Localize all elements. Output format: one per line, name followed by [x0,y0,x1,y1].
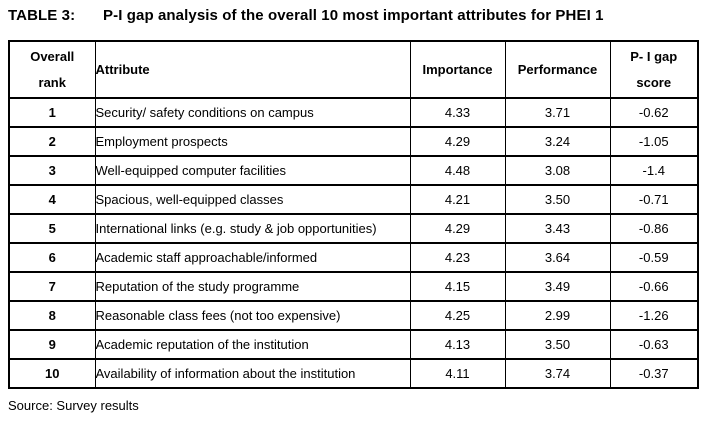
table-caption-text: P-I gap analysis of the overall 10 most … [103,7,604,24]
cell-attribute: Academic reputation of the institution [94,329,411,360]
cell-performance: 3.08 [504,155,611,186]
header-row: Overall rank Attribute Importance Perfor… [8,40,699,99]
cell-attribute: Reputation of the study programme [94,271,411,302]
cell-performance: 3.50 [504,184,611,215]
cell-gap: -0.71 [609,184,699,215]
table-row: 4 Spacious, well-equipped classes 4.21 3… [8,184,699,215]
cell-attribute: International links (e.g. study & job op… [94,213,411,244]
column-header-performance: Performance [504,40,611,99]
cell-rank: 5 [8,213,96,244]
cell-rank: 7 [8,271,96,302]
cell-importance: 4.33 [409,97,506,128]
cell-rank: 1 [8,97,96,128]
source-note: Source: Survey results [8,398,139,413]
cell-gap: -0.86 [609,213,699,244]
table-row: 5 International links (e.g. study & job … [8,213,699,244]
cell-performance: 3.71 [504,97,611,128]
table-caption-number: TABLE 3: [8,7,76,24]
cell-attribute: Security/ safety conditions on campus [94,97,411,128]
column-header-importance: Importance [409,40,506,99]
cell-importance: 4.21 [409,184,506,215]
cell-importance: 4.23 [409,242,506,273]
pi-gap-table: Overall rank Attribute Importance Perfor… [8,40,699,389]
cell-importance: 4.25 [409,300,506,331]
table-row: 3 Well-equipped computer facilities 4.48… [8,155,699,186]
table-row: 6 Academic staff approachable/informed 4… [8,242,699,273]
column-header-gap: P- I gap score [609,40,699,99]
cell-importance: 4.13 [409,329,506,360]
cell-attribute: Reasonable class fees (not too expensive… [94,300,411,331]
table-row: 9 Academic reputation of the institution… [8,329,699,360]
cell-gap: -0.66 [609,271,699,302]
cell-gap: -1.26 [609,300,699,331]
table-row: 7 Reputation of the study programme 4.15… [8,271,699,302]
cell-attribute: Well-equipped computer facilities [94,155,411,186]
table-caption: TABLE 3: P-I gap analysis of the overall … [8,7,604,24]
table-row: 10 Availability of information about the… [8,358,699,389]
cell-rank: 3 [8,155,96,186]
cell-importance: 4.48 [409,155,506,186]
cell-performance: 2.99 [504,300,611,331]
table-row: 8 Reasonable class fees (not too expensi… [8,300,699,331]
cell-rank: 2 [8,126,96,157]
cell-performance: 3.74 [504,358,611,389]
cell-performance: 3.43 [504,213,611,244]
cell-rank: 4 [8,184,96,215]
cell-performance: 3.24 [504,126,611,157]
cell-performance: 3.64 [504,242,611,273]
cell-attribute: Employment prospects [94,126,411,157]
cell-gap: -0.37 [609,358,699,389]
cell-gap: -0.63 [609,329,699,360]
cell-gap: -0.62 [609,97,699,128]
cell-importance: 4.29 [409,213,506,244]
cell-performance: 3.50 [504,329,611,360]
cell-importance: 4.29 [409,126,506,157]
column-header-rank: Overall rank [8,40,96,99]
cell-importance: 4.15 [409,271,506,302]
table-row: 2 Employment prospects 4.29 3.24 -1.05 [8,126,699,157]
cell-rank: 10 [8,358,96,389]
cell-rank: 8 [8,300,96,331]
cell-attribute: Spacious, well-equipped classes [94,184,411,215]
cell-performance: 3.49 [504,271,611,302]
cell-attribute: Academic staff approachable/informed [94,242,411,273]
cell-gap: -0.59 [609,242,699,273]
cell-attribute: Availability of information about the in… [94,358,411,389]
table-row: 1 Security/ safety conditions on campus … [8,97,699,128]
cell-gap: -1.05 [609,126,699,157]
cell-rank: 9 [8,329,96,360]
cell-importance: 4.11 [409,358,506,389]
cell-rank: 6 [8,242,96,273]
cell-gap: -1.4 [609,155,699,186]
column-header-attribute: Attribute [94,40,411,99]
